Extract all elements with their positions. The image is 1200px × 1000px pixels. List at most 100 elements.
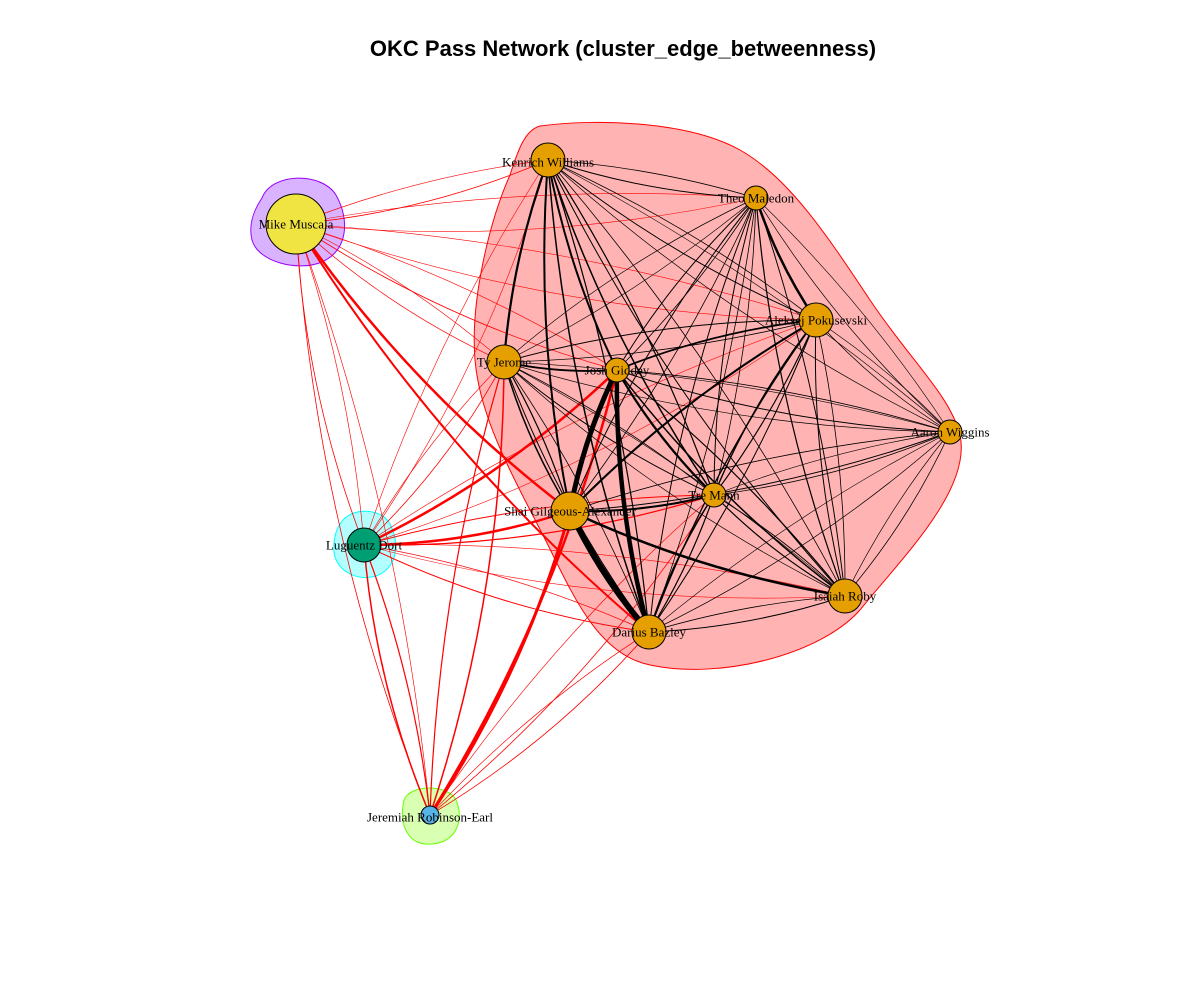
edge-between-LD-AP	[363, 319, 817, 546]
node-label-tm: Theo Maledon	[718, 191, 795, 206]
edge-between-MM-JG	[295, 223, 618, 371]
edge-between-LD-MM	[295, 223, 365, 546]
edge-between-JRE-TJ	[429, 361, 505, 816]
edge-within-DB-IR	[648, 595, 846, 633]
node-db[interactable]	[631, 614, 667, 650]
edge-within-JG-TMa	[616, 369, 715, 496]
node-label-sga: Shai Gilgeous-Alexander	[504, 504, 636, 519]
edge-within-JG-DB	[614, 369, 652, 633]
node-label-ld: Luguentz Dort	[326, 538, 403, 553]
node-ap[interactable]	[798, 302, 834, 338]
edge-within-TM-IR	[755, 197, 846, 597]
edge-within-AP-IR	[814, 319, 846, 597]
edge-between-MM-KW	[295, 159, 549, 225]
edge-between-KW-LD	[363, 159, 549, 546]
node-jre[interactable]	[420, 805, 440, 825]
edge-within-IR-JG	[616, 369, 846, 597]
edge-between-JRE-TMa	[429, 494, 715, 816]
node-tj[interactable]	[486, 344, 522, 380]
node-label-tj: Ty Jerome	[477, 355, 532, 370]
edge-between-MM-AP	[295, 223, 817, 321]
edge-between-TJ-JRE	[429, 361, 505, 816]
edge-within-TM-SGA	[569, 197, 757, 512]
edge-within-AP-DB	[648, 319, 817, 633]
edge-within-AP-TJ	[503, 319, 817, 363]
edge-between-LD-IR	[363, 544, 846, 599]
edge-between-JG-MM	[295, 223, 618, 371]
edge-between-DB-LD	[363, 544, 650, 633]
node-label-kw: Kenrich Williams	[502, 155, 594, 170]
edge-within-TM-TJ	[503, 197, 757, 363]
node-label-mm: Mike Muscala	[259, 217, 334, 232]
edges-between-clusters	[294, 159, 846, 816]
edge-between-AP-LD	[363, 319, 817, 546]
edge-within-AP-SGA	[569, 319, 817, 512]
edges-within-cluster	[502, 159, 951, 634]
edge-within-DB-AW	[648, 431, 951, 633]
node-label-db: Darius Bazley	[612, 625, 687, 640]
edge-within-KW-TM	[547, 159, 757, 199]
node-aw[interactable]	[937, 419, 963, 445]
edge-between-JRE-LD	[363, 544, 431, 816]
node-sga[interactable]	[550, 491, 590, 531]
cluster-hull-1	[473, 121, 962, 670]
edge-within-TMa-TJ	[503, 361, 715, 496]
node-tma[interactable]	[701, 482, 727, 508]
edge-within-AW-IR	[844, 431, 951, 597]
edge-between-MM-DB	[295, 223, 650, 633]
edge-within-AW-TJ	[503, 361, 951, 433]
edge-between-MM-SGA	[294, 223, 571, 512]
edge-within-AW-TMa	[713, 431, 951, 496]
edge-within-KW-DB	[547, 159, 650, 633]
edge-within-IR-TMa	[713, 494, 846, 597]
edge-between-TMa-LD	[363, 494, 715, 546]
edge-within-TJ-IR	[503, 361, 846, 597]
edge-within-IR-AP	[815, 319, 846, 597]
node-label-jg: Josh Giddey	[585, 363, 650, 378]
edge-between-AP-MM	[295, 223, 817, 321]
edge-within-AP-JG	[616, 319, 817, 371]
edge-within-TM-DB	[648, 197, 757, 633]
node-label-ap: Aleksej Pokusevski	[765, 313, 868, 328]
node-mm[interactable]	[265, 193, 327, 255]
edge-within-TM-AW	[755, 197, 951, 433]
edge-within-SGA-AW	[569, 431, 951, 512]
edge-between-LD-TJ	[363, 361, 505, 546]
node-ld[interactable]	[346, 527, 382, 563]
edge-within-IR-AW	[844, 431, 951, 597]
node-kw[interactable]	[530, 142, 566, 178]
edge-within-KW-SGA	[543, 159, 571, 512]
edge-within-TMa-KW	[547, 159, 715, 496]
edge-within-TJ-TMa	[503, 361, 715, 496]
edge-between-LD-DB	[363, 544, 650, 633]
edge-within-TM-JG	[616, 197, 757, 371]
edge-within-JG-TM	[616, 197, 757, 371]
edge-within-AP-AW	[815, 319, 951, 433]
edge-within-KW-IR	[547, 159, 846, 597]
node-labels: Kenrich Williams Theo Maledon Aleksej Poku…	[259, 155, 990, 825]
edge-between-DB-JRE	[429, 631, 650, 816]
node-label-tma: Tre Mann	[688, 488, 740, 503]
node-tm[interactable]	[743, 185, 769, 211]
edge-between-JRE-DB	[429, 631, 650, 816]
edge-between-LD-JG	[363, 369, 618, 547]
edge-within-KW-TJ	[502, 159, 550, 363]
nodes	[265, 142, 963, 825]
node-ir[interactable]	[827, 578, 863, 614]
node-jg[interactable]	[604, 357, 630, 383]
edge-between-MM-TJ	[295, 223, 505, 363]
edge-within-DB-TM	[648, 197, 757, 633]
edge-within-AW-TM	[755, 197, 951, 433]
edge-between-TMa-JRE	[429, 494, 715, 816]
edge-within-KW-AW	[547, 159, 951, 433]
edge-between-KW-MM	[295, 159, 549, 225]
edge-within-IR-TJ	[503, 361, 846, 597]
edge-within-SGA-TM	[569, 197, 757, 512]
edge-within-SGA-IR	[569, 509, 846, 598]
edge-within-AW-JG	[616, 369, 951, 433]
edge-between-LD-JRE	[363, 544, 431, 816]
edge-within-TMa-IR	[713, 494, 846, 597]
edge-within-IR-TM	[755, 197, 846, 597]
node-label-aw: Aaron Wiggins	[910, 425, 989, 440]
